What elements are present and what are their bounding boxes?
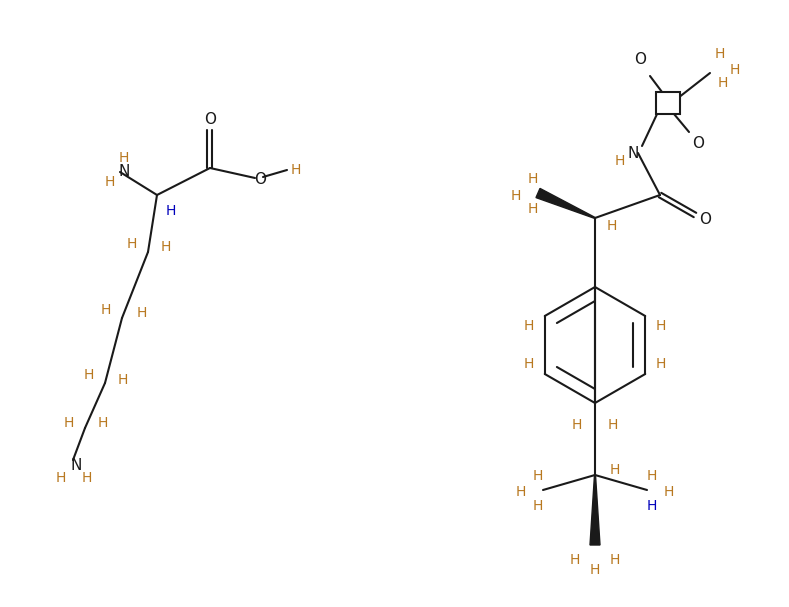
Text: H: H bbox=[291, 163, 301, 177]
Polygon shape bbox=[536, 188, 595, 219]
Text: H: H bbox=[524, 357, 534, 371]
Text: H: H bbox=[664, 485, 674, 499]
Text: H: H bbox=[528, 202, 538, 216]
Text: H: H bbox=[510, 189, 522, 203]
Text: H: H bbox=[118, 373, 128, 387]
Text: N: N bbox=[627, 146, 638, 160]
Text: H: H bbox=[105, 175, 115, 189]
Text: H: H bbox=[533, 499, 543, 513]
Text: H: H bbox=[610, 463, 620, 477]
Text: H: H bbox=[84, 368, 94, 382]
Text: N: N bbox=[70, 458, 82, 472]
Text: H: H bbox=[647, 469, 657, 483]
Text: H: H bbox=[656, 357, 667, 371]
Text: H: H bbox=[656, 319, 667, 333]
Text: H: H bbox=[528, 172, 538, 186]
Text: O: O bbox=[699, 212, 711, 228]
Text: H: H bbox=[607, 219, 617, 233]
Text: N: N bbox=[118, 164, 129, 180]
Text: H: H bbox=[161, 240, 171, 254]
Text: H: H bbox=[533, 469, 543, 483]
Text: H: H bbox=[608, 418, 619, 432]
Text: H: H bbox=[56, 471, 66, 485]
Text: H: H bbox=[516, 485, 526, 499]
Text: O: O bbox=[254, 172, 266, 186]
Text: H: H bbox=[119, 151, 129, 165]
Text: H: H bbox=[572, 418, 582, 432]
Text: H: H bbox=[524, 319, 534, 333]
Text: H: H bbox=[127, 237, 137, 251]
Text: H: H bbox=[715, 47, 725, 61]
Text: H: H bbox=[136, 306, 148, 320]
Text: H: H bbox=[730, 63, 740, 77]
Polygon shape bbox=[590, 475, 600, 545]
Text: S: S bbox=[663, 95, 673, 110]
Text: H: H bbox=[166, 204, 176, 218]
Text: O: O bbox=[204, 112, 216, 126]
Text: H: H bbox=[101, 303, 111, 317]
Text: O: O bbox=[692, 137, 704, 152]
Text: H: H bbox=[610, 553, 620, 567]
Text: O: O bbox=[634, 52, 646, 67]
Text: H: H bbox=[64, 416, 74, 430]
Text: H: H bbox=[647, 499, 657, 513]
Text: H: H bbox=[718, 76, 728, 90]
Text: H: H bbox=[98, 416, 108, 430]
FancyBboxPatch shape bbox=[656, 92, 680, 114]
Text: H: H bbox=[590, 563, 600, 577]
Text: H: H bbox=[615, 154, 625, 168]
Text: H: H bbox=[82, 471, 92, 485]
Text: H: H bbox=[570, 553, 580, 567]
